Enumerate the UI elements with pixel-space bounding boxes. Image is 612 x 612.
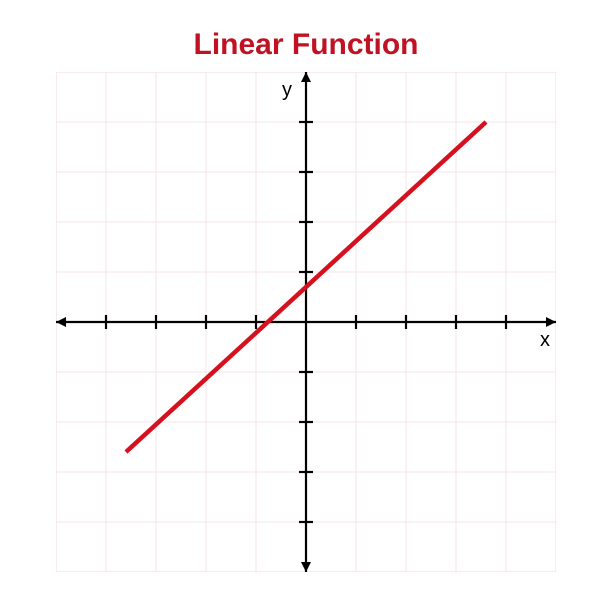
chart-title: Linear Function — [194, 28, 419, 62]
x-axis-label: x — [540, 329, 550, 351]
linear-function-chart: yx — [56, 72, 556, 572]
y-axis-label: y — [282, 79, 292, 101]
figure-container: Linear Function yx — [0, 0, 612, 612]
chart-area: yx — [56, 72, 556, 572]
